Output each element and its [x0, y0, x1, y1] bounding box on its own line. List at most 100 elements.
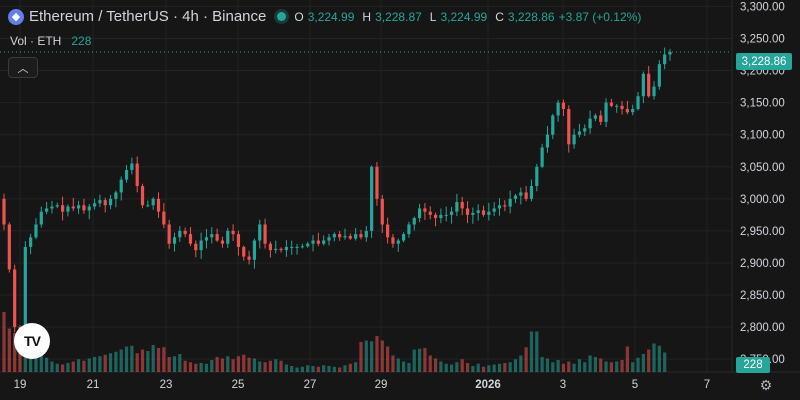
settings-gear-icon[interactable]: ⚙: [759, 376, 773, 393]
volume-bar: [108, 353, 113, 372]
candle-body: [66, 206, 70, 212]
candle-body: [497, 205, 502, 209]
candle-body: [455, 202, 459, 212]
volume-bar: [194, 363, 198, 372]
volume-bar: [50, 361, 54, 372]
volume-bar: [540, 357, 544, 372]
volume-bar: [375, 336, 379, 372]
candle-body: [609, 102, 613, 106]
symbol-title[interactable]: Ethereum / TetherUS · 4h · Binance: [29, 8, 267, 25]
volume-bar: [599, 358, 603, 372]
volume-bar: [29, 354, 33, 372]
volume-badge: 228: [736, 357, 770, 373]
volume-bar: [98, 356, 102, 372]
price-tick-label: 3,150.00: [740, 98, 785, 110]
candle-body: [252, 240, 257, 260]
candle-body: [444, 214, 448, 216]
candle-body: [135, 163, 139, 186]
candle-body: [108, 198, 113, 206]
low-value: 3,224.99: [440, 9, 488, 24]
candle-body: [316, 240, 320, 244]
volume-bar: [338, 367, 342, 372]
candle-body: [226, 230, 230, 244]
volume-bar: [274, 359, 278, 372]
volume-bar: [82, 360, 86, 372]
volume-bar: [76, 359, 81, 372]
volume-bar: [258, 361, 262, 372]
tradingview-logo[interactable]: TV: [14, 323, 50, 359]
volume-bar: [417, 348, 422, 372]
volume-bar: [391, 355, 395, 372]
candle-body: [274, 248, 278, 251]
candle-body: [71, 206, 75, 209]
candle-body: [439, 214, 443, 219]
volume-bar: [407, 363, 411, 372]
candle-body: [583, 128, 587, 132]
candle-body: [663, 54, 667, 65]
candle-body: [519, 192, 523, 196]
symbol-legend: ◆ Ethereum / TetherUS · 4h · Binance O 3…: [8, 8, 641, 25]
price-tick-label: 3,000.00: [740, 194, 785, 206]
candle-body: [492, 208, 496, 212]
candle-body: [556, 102, 560, 116]
volume-bar: [61, 364, 65, 372]
time-tick-label: 29: [375, 379, 388, 391]
candle-body: [535, 166, 539, 186]
candle-body: [465, 208, 470, 215]
candle-body: [668, 51, 672, 55]
candle-body: [567, 109, 571, 145]
candle-body: [604, 102, 608, 122]
volume-bar: [460, 359, 464, 372]
volume-bar: [567, 361, 571, 372]
candle-body: [449, 211, 454, 215]
candle-body: [657, 64, 661, 87]
price-tick-label: 3,100.00: [740, 130, 785, 142]
candle-body: [124, 169, 129, 180]
close-label: C: [495, 9, 504, 24]
volume-bar: [615, 361, 619, 372]
market-status-dot[interactable]: [277, 12, 287, 21]
volume-bar: [636, 357, 640, 372]
candle-body: [263, 224, 267, 244]
volume-bar: [609, 362, 613, 372]
candle-body: [524, 192, 528, 199]
candle-body: [481, 210, 486, 215]
volume-bar: [252, 358, 257, 372]
volume-bar: [295, 367, 299, 372]
volume-bar: [513, 359, 518, 372]
candle-body: [577, 131, 582, 135]
candle-body: [188, 234, 193, 244]
candle-body: [561, 102, 566, 110]
candle-body: [386, 224, 390, 238]
volume-bar: [156, 348, 161, 372]
volume-bar: [588, 355, 592, 372]
volume-bar: [18, 346, 22, 372]
candle-body: [87, 206, 91, 211]
candle-body: [140, 186, 145, 206]
grid: [0, 0, 800, 373]
volume-bar: [332, 366, 336, 372]
volume-bar: [327, 366, 331, 372]
candle-body: [625, 109, 629, 113]
volume-bar: [290, 366, 294, 372]
volume-bar: [652, 343, 656, 372]
volume-bars: [2, 312, 667, 372]
volume-bar: [114, 351, 118, 372]
time-axis[interactable]: 19 21 23 25 27 29 2026 3 5 7: [14, 379, 711, 391]
ethereum-icon: ◆: [8, 8, 24, 25]
candle-body: [652, 86, 656, 97]
candle-body: [284, 246, 288, 251]
candles[interactable]: [2, 47, 672, 348]
collapse-legend-button[interactable]: ︿: [8, 57, 38, 78]
volume-bar: [236, 356, 241, 372]
volume-legend[interactable]: Vol · ETH 228: [10, 34, 91, 48]
candle-body: [114, 192, 118, 199]
volume-bar: [487, 365, 491, 372]
price-tick-label: 2,800.00: [740, 322, 785, 334]
volume-bar: [39, 352, 43, 372]
volume-bar: [561, 363, 566, 372]
ohlc-values: O 3,224.99 H 3,228.87 L 3,224.99 C 3,228…: [294, 10, 641, 24]
candle-body: [156, 198, 161, 212]
